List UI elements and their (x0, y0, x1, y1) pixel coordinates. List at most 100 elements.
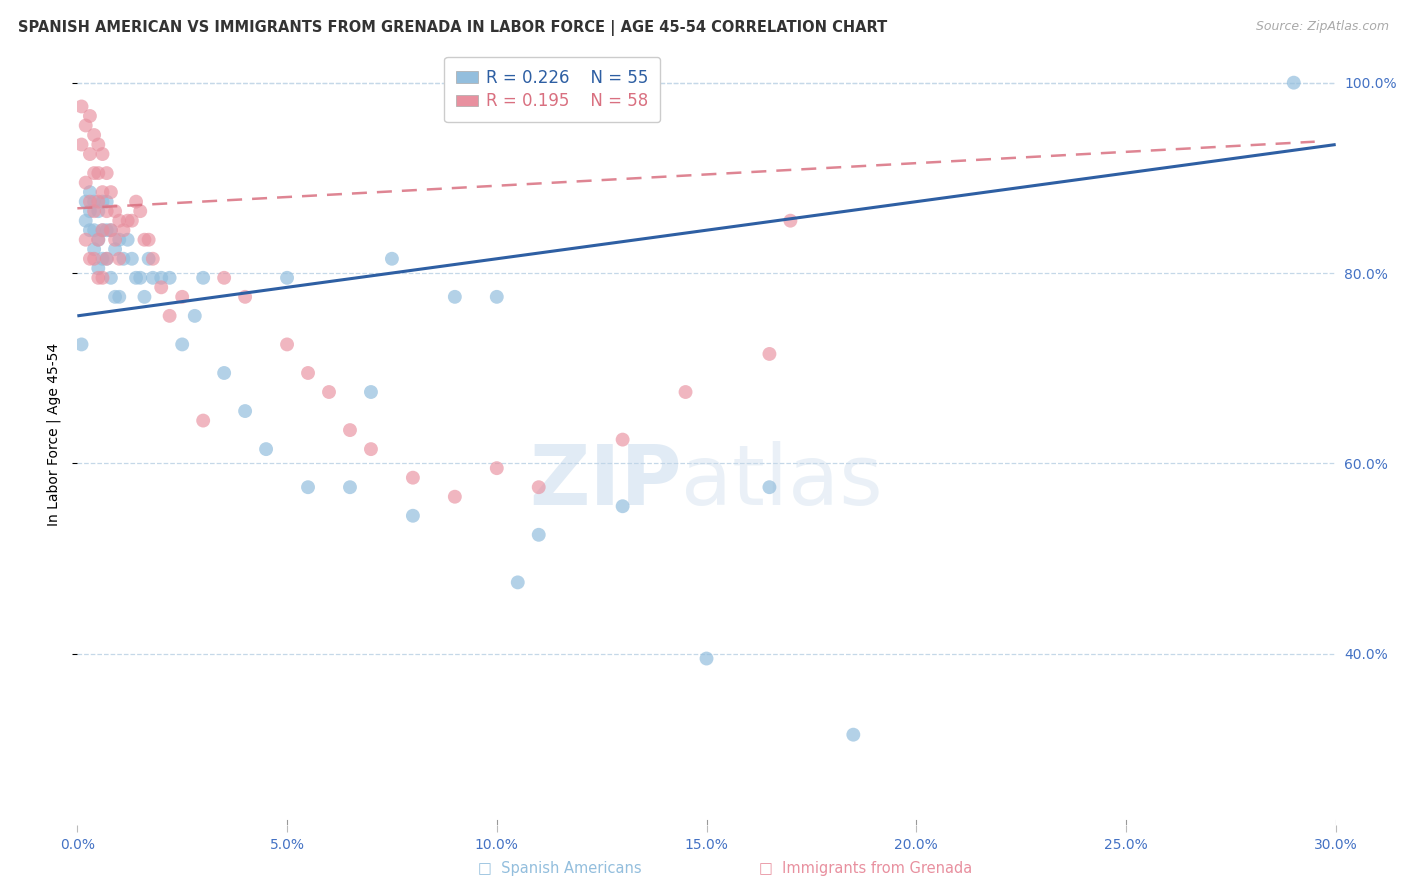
Point (779, 213, 801, 227)
Text: □  Immigrants from Grenada: □ Immigrants from Grenada (759, 861, 973, 876)
Point (254, 442, 277, 457)
Point (83, 166, 105, 180)
Point (96, 223, 118, 237)
Point (318, 384, 340, 399)
Point (121, 252, 143, 266)
Point (87, 166, 110, 180)
Point (70, 137, 93, 152)
Point (297, 366, 319, 380)
Point (112, 223, 135, 237)
Point (159, 309, 181, 323)
Point (172, 337, 194, 351)
Point (104, 242, 127, 256)
Point (527, 528, 550, 542)
Point (79, 194, 101, 209)
Point (79, 147, 101, 161)
Text: □  Spanish Americans: □ Spanish Americans (478, 861, 641, 876)
Point (150, 270, 173, 285)
Point (79, 185, 101, 199)
Point (108, 213, 131, 227)
Point (83, 242, 105, 256)
Point (758, 480, 780, 494)
Point (402, 471, 425, 485)
Point (83, 128, 105, 142)
Point (96, 194, 118, 209)
Point (83, 252, 105, 266)
Point (75, 233, 97, 247)
Point (117, 233, 139, 247)
Point (381, 252, 404, 266)
Point (142, 252, 165, 266)
Point (100, 185, 122, 199)
Point (91, 194, 114, 209)
Point (444, 490, 467, 504)
Point (104, 233, 127, 247)
Point (675, 384, 697, 399)
Point (87, 261, 110, 276)
Point (79, 204, 101, 219)
Point (108, 252, 131, 266)
Point (70, 337, 93, 351)
Point (75, 176, 97, 190)
Point (696, 651, 718, 665)
Point (360, 384, 382, 399)
Point (402, 508, 425, 523)
Point (125, 194, 148, 209)
Point (276, 337, 298, 351)
Legend: R = 0.226    N = 55, R = 0.195    N = 58: R = 0.226 N = 55, R = 0.195 N = 58 (444, 57, 659, 122)
Point (91, 185, 114, 199)
Point (91, 223, 114, 237)
Text: SPANISH AMERICAN VS IMMIGRANTS FROM GRENADA IN LABOR FORCE | AGE 45-54 CORRELATI: SPANISH AMERICAN VS IMMIGRANTS FROM GREN… (18, 20, 887, 36)
Point (87, 204, 110, 219)
Point (134, 290, 156, 304)
Point (79, 252, 101, 266)
Point (104, 290, 127, 304)
Point (233, 290, 256, 304)
Point (87, 233, 110, 247)
Point (142, 270, 165, 285)
Point (360, 442, 382, 457)
Point (108, 233, 131, 247)
Point (506, 575, 529, 590)
Point (297, 480, 319, 494)
Point (83, 204, 105, 219)
Point (96, 166, 118, 180)
Point (100, 223, 122, 237)
Point (117, 213, 139, 227)
Point (96, 204, 118, 219)
Point (100, 270, 122, 285)
Point (79, 109, 101, 123)
Text: ZIP: ZIP (529, 442, 682, 522)
Point (91, 223, 114, 237)
Point (842, 728, 865, 742)
Point (83, 223, 105, 237)
Point (91, 252, 114, 266)
Point (87, 270, 110, 285)
Point (129, 204, 152, 219)
Point (191, 270, 215, 285)
Point (184, 309, 207, 323)
Point (87, 137, 110, 152)
Point (134, 233, 156, 247)
Point (112, 252, 135, 266)
Text: atlas: atlas (682, 442, 883, 522)
Point (159, 270, 181, 285)
Point (96, 252, 118, 266)
Text: Source: ZipAtlas.com: Source: ZipAtlas.com (1256, 20, 1389, 33)
Point (108, 290, 131, 304)
Point (100, 223, 122, 237)
Point (1282, 76, 1305, 90)
Point (150, 280, 173, 294)
Point (104, 204, 127, 219)
Point (233, 404, 256, 418)
Point (276, 270, 298, 285)
Point (527, 480, 550, 494)
Point (212, 366, 235, 380)
Point (75, 213, 97, 227)
Point (339, 423, 361, 437)
Point (91, 147, 114, 161)
Point (339, 480, 361, 494)
Point (444, 290, 467, 304)
Point (70, 99, 93, 113)
Point (91, 270, 114, 285)
